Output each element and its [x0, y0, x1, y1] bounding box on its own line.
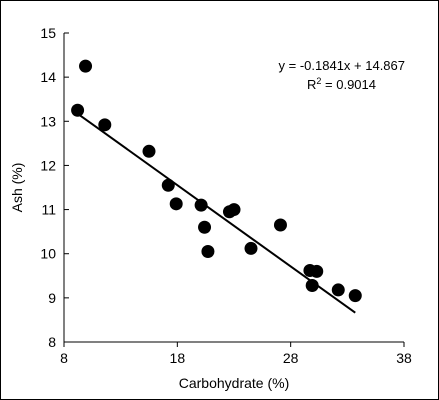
data-point	[169, 197, 183, 211]
x-tick-label: 38	[396, 350, 412, 366]
data-point	[194, 198, 208, 212]
data-points	[71, 59, 362, 303]
data-point	[98, 118, 112, 132]
x-tick-label: 28	[283, 350, 299, 366]
y-tick-label: 12	[40, 157, 56, 173]
data-point	[161, 178, 175, 192]
x-ticks: 8 18 28 38	[60, 342, 412, 366]
data-point	[201, 245, 215, 259]
y-ticks: 8 9 10 11 12 13 14 15	[40, 25, 69, 350]
data-point	[79, 59, 93, 73]
y-tick-label: 14	[40, 69, 56, 85]
y-axis-title: Ash (%)	[9, 163, 25, 213]
data-point	[142, 144, 156, 158]
data-point	[198, 220, 212, 234]
data-point	[71, 103, 85, 117]
r-squared-label: R2 = 0.9014	[307, 76, 376, 92]
r-squared-value: = 0.9014	[321, 77, 376, 92]
plot-area: 8 18 28 38 8 9 10 11 12 13 14 15	[40, 25, 412, 366]
x-axis-title: Carbohydrate (%)	[179, 375, 290, 391]
y-tick-label: 9	[48, 290, 56, 306]
y-tick-label: 13	[40, 113, 56, 129]
data-point	[331, 283, 345, 297]
x-tick-label: 18	[170, 350, 186, 366]
data-point	[273, 218, 287, 232]
y-tick-label: 10	[40, 246, 56, 262]
data-point	[348, 289, 362, 303]
data-point	[305, 278, 319, 292]
r-squared-exponent: 2	[316, 76, 321, 86]
data-point	[310, 264, 324, 278]
data-point	[244, 241, 258, 255]
trendline-equation: y = -0.1841x + 14.867	[279, 58, 405, 73]
trendline	[77, 112, 356, 314]
r-squared-symbol: R	[307, 77, 316, 92]
y-tick-label: 11	[41, 202, 56, 218]
y-tick-label: 15	[40, 25, 56, 41]
data-point	[227, 203, 241, 217]
y-tick-label: 8	[48, 334, 56, 350]
x-tick-label: 8	[60, 350, 68, 366]
